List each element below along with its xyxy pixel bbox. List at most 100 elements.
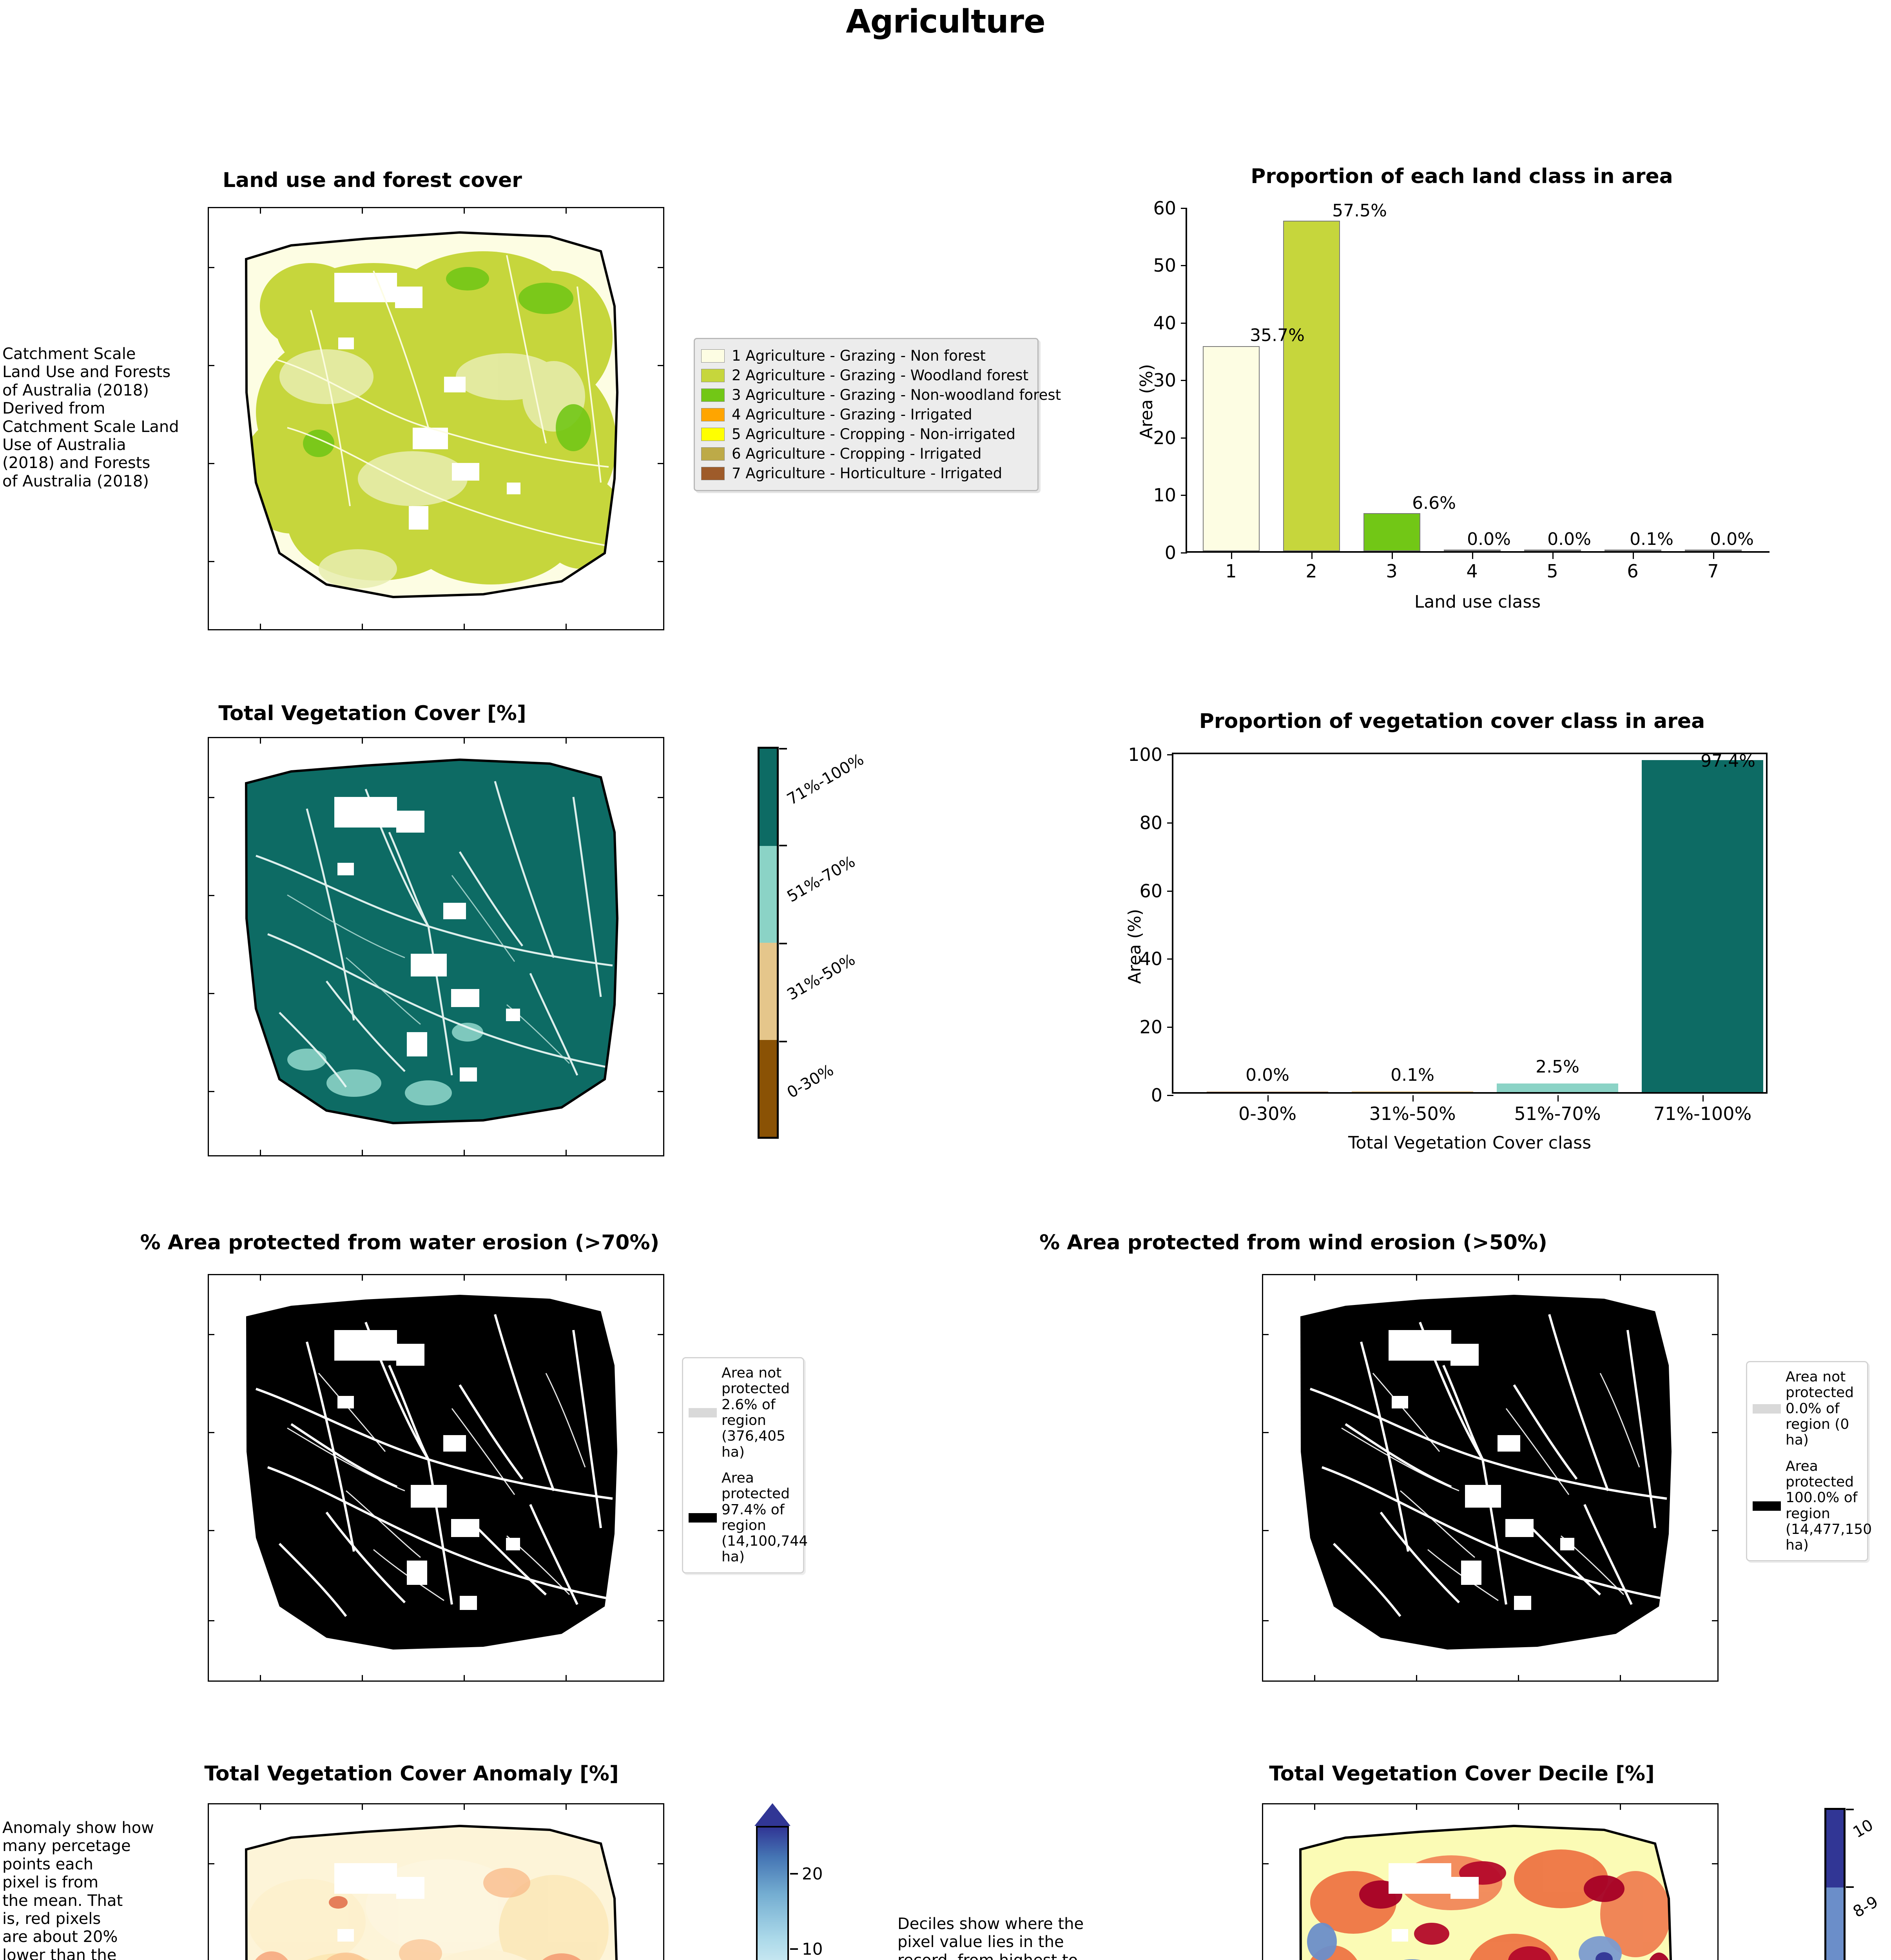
land-class-bar-chart: Proportion of each land class in area Ar… (1129, 165, 1795, 655)
bar-value-1: 35.7% (1250, 325, 1305, 345)
legend-item: 7 Agriculture - Horticulture - Irrigated (701, 465, 1029, 482)
bar-value-5: 0.0% (1547, 529, 1591, 549)
page-title: Agriculture (846, 3, 1045, 40)
decile-map[interactable] (1262, 1803, 1719, 1960)
bar-1[interactable] (1203, 346, 1260, 551)
wind-erosion-map[interactable] (1262, 1274, 1719, 1682)
swatch-not-protected (689, 1408, 717, 1417)
veg-bar-value-3: 2.5% (1536, 1057, 1579, 1077)
cbar-seg-31-50 (760, 943, 777, 1040)
chart2-xtick-1: 0-30% (1238, 1103, 1297, 1124)
decile-cbar-label-8-9: 8-9 (1850, 1893, 1882, 1921)
legend-label-2: 2 Agriculture - Grazing - Woodland fores… (732, 367, 1029, 384)
land-use-legend: 1 Agriculture - Grazing - Non forest 2 A… (694, 338, 1061, 491)
chart2-ylabel: Area (%) (1125, 909, 1145, 984)
chart1-xtick-4: 4 (1466, 561, 1478, 582)
chart2-ytick-0: 0 (1151, 1085, 1162, 1106)
swatch-protected (689, 1513, 717, 1523)
legend-item-protected: Area protected 97.4% of region (14,100,7… (689, 1470, 808, 1565)
legend-item: 2 Agriculture - Grazing - Woodland fores… (701, 367, 1029, 384)
decile-colorbar (1824, 1808, 1846, 1960)
chart1-xtick-5: 5 (1547, 561, 1558, 582)
anomaly-cbar-label-20: 20 (802, 1864, 823, 1884)
chart2-xtick-3: 51%-70% (1514, 1103, 1601, 1124)
water-erosion-map[interactable] (208, 1274, 664, 1682)
legend-swatch-4 (701, 408, 725, 421)
anomaly-colorbar[interactable] (756, 1826, 789, 1960)
water-erosion-raster (209, 1275, 663, 1681)
legend-item-not-protected: Area not protected 0.0% of region (0 ha) (1753, 1369, 1862, 1448)
chart2-plot: 0.0% 0.1% 2.5% 97.4% (1173, 751, 1766, 1092)
bar-value-3: 6.6% (1412, 493, 1456, 513)
cbar-seg-71-100 (760, 749, 777, 846)
chart2-ytick-60: 60 (1139, 880, 1162, 902)
chart2-ytick-40: 40 (1139, 948, 1162, 969)
chart2-ytick-100: 100 (1128, 744, 1162, 765)
chart2-axes: 0.0% 0.1% 2.5% 97.4% 0 20 40 60 80 100 0… (1128, 744, 1768, 1124)
chart1-xtick-1: 1 (1225, 561, 1237, 582)
legend-item: 1 Agriculture - Grazing - Non forest (701, 347, 1029, 364)
decile-cbar-label-10: 10 (1850, 1816, 1876, 1842)
anomaly-cbar-cap-top (754, 1803, 790, 1826)
water-erosion-title: % Area protected from water erosion (>70… (140, 1231, 660, 1254)
land-use-caption: Catchment Scale Land Use and Forests of … (2, 345, 179, 490)
legend-item: 4 Agriculture - Grazing - Irrigated (701, 406, 1029, 423)
veg-class-bar-chart: Proportion of vegetation cover class in … (1109, 710, 1795, 1192)
veg-cbar-label-71-100: 71%-100% (784, 750, 867, 809)
veg-cbar-label-51-70: 51%-70% (784, 852, 858, 906)
wind-erosion-raster (1263, 1275, 1717, 1681)
veg-bar-value-1: 0.0% (1246, 1065, 1289, 1085)
chart1-ytick-30: 30 (1153, 370, 1176, 391)
label-not-protected: Area not protected 0.0% of region (0 ha) (1786, 1369, 1854, 1448)
bar-value-2: 57.5% (1332, 201, 1387, 221)
legend-swatch-5 (701, 427, 725, 441)
label-protected: Area protected 97.4% of region (14,100,7… (722, 1470, 808, 1565)
land-use-map-title: Land use and forest cover (223, 169, 522, 192)
wind-erosion-title: % Area protected from wind erosion (>50%… (1039, 1231, 1547, 1254)
anomaly-map[interactable] (208, 1803, 664, 1960)
cbar-seg-10 (1826, 1810, 1844, 1887)
legend-item-protected: Area protected 100.0% of region (14,477,… (1753, 1458, 1872, 1553)
veg-cover-map[interactable] (208, 737, 664, 1156)
swatch-not-protected (1753, 1404, 1781, 1414)
veg-bar-value-4: 97.4% (1701, 751, 1755, 771)
bar-7[interactable] (1685, 550, 1742, 551)
legend-swatch-7 (701, 466, 725, 480)
chart1-ytick-40: 40 (1153, 312, 1176, 334)
legend-item: 6 Agriculture - Cropping - Irrigated (701, 445, 1029, 462)
chart1-ytick-0: 0 (1164, 542, 1176, 563)
cbar-seg-8-9 (1826, 1887, 1844, 1960)
decile-caption: Deciles show where the pixel value lies … (897, 1915, 1084, 1960)
label-not-protected: Area not protected 2.6% of region (376,4… (722, 1365, 790, 1460)
anomaly-caption: Anomaly show how many percetage points e… (2, 1819, 154, 1960)
chart1-xtick-2: 2 (1305, 561, 1317, 582)
anomaly-cbar-label-10: 10 (802, 1939, 823, 1959)
chart2-xtick-4: 71%-100% (1653, 1103, 1752, 1124)
bar-4[interactable] (1444, 550, 1501, 551)
chart1-ytick-50: 50 (1153, 255, 1176, 276)
legend-label-3: 3 Agriculture - Grazing - Non-woodland f… (732, 387, 1061, 403)
chart1-xtick-7: 7 (1707, 561, 1719, 582)
land-use-map[interactable] (208, 207, 664, 630)
legend-swatch-6 (701, 447, 725, 461)
bar-value-7: 0.0% (1710, 529, 1754, 549)
legend-item: 3 Agriculture - Grazing - Non-woodland f… (701, 387, 1061, 403)
chart1-axes: 35.7% 57.5% 6.6% 0.0% 0.0% 0.1% 0.0% 0 1… (1153, 198, 1770, 582)
bar-6[interactable] (1605, 550, 1661, 551)
veg-bar-3[interactable] (1497, 1083, 1618, 1092)
legend-label-1: 1 Agriculture - Grazing - Non forest (732, 347, 986, 364)
chart1-xtick-3: 3 (1386, 561, 1398, 582)
legend-label-4: 4 Agriculture - Grazing - Irrigated (732, 406, 972, 423)
label-protected: Area protected 100.0% of region (14,477,… (1786, 1458, 1872, 1553)
decile-raster (1263, 1804, 1717, 1960)
veg-bar-2[interactable] (1352, 1091, 1473, 1092)
chart1-ytick-20: 20 (1153, 427, 1176, 448)
chart1-ytick-60: 60 (1153, 198, 1176, 219)
chart1-xtick-6: 6 (1627, 561, 1639, 582)
veg-bar-4[interactable] (1642, 760, 1763, 1092)
chart-title-land-class: Proportion of each land class in area (1251, 165, 1673, 188)
bar-3[interactable] (1363, 513, 1420, 551)
bar-5[interactable] (1524, 550, 1581, 551)
water-erosion-legend: Area not protected 2.6% of region (376,4… (682, 1357, 808, 1573)
bar-2[interactable] (1283, 221, 1340, 551)
